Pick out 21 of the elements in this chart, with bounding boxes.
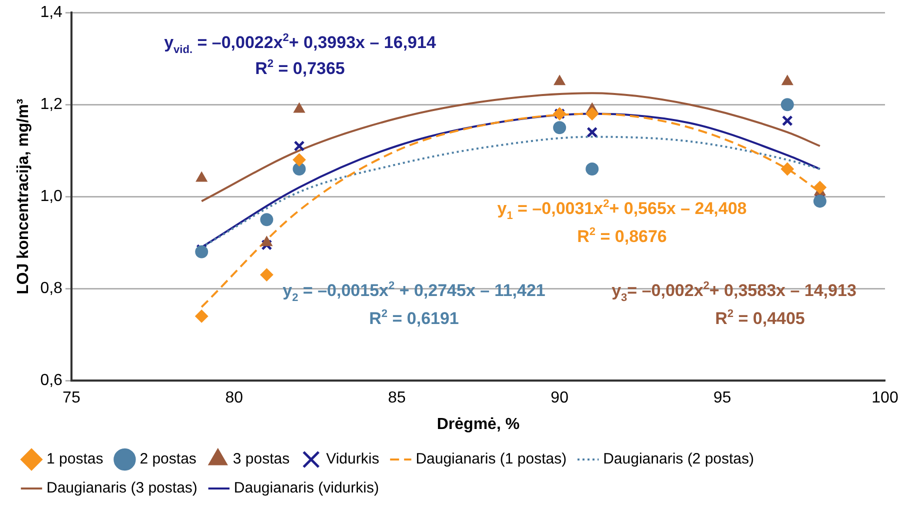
y-tick-label: 1,4 bbox=[40, 4, 63, 22]
y-axis-title: LOJ koncentracija, mg/m³ bbox=[15, 98, 32, 294]
legend-label: Daugianaris (1 postas) bbox=[416, 450, 567, 468]
y-tick-label: 0,8 bbox=[40, 280, 63, 298]
legend-label: 2 postas bbox=[140, 450, 196, 468]
x-axis-title: Drėgmė, % bbox=[436, 416, 520, 433]
legend-label: Daugianaris (2 postas) bbox=[603, 450, 754, 468]
legend-label: Daugianaris (vidurkis) bbox=[234, 480, 379, 497]
y-tick-label: 1,0 bbox=[40, 188, 63, 206]
legend-label: 1 postas bbox=[46, 450, 104, 468]
legend-label: 3 postas bbox=[232, 450, 290, 468]
x-tick-label: 90 bbox=[550, 390, 569, 407]
x-tick-label: 75 bbox=[62, 390, 80, 407]
y-tick-label: 1,2 bbox=[40, 96, 63, 114]
x-tick-label: 80 bbox=[225, 390, 244, 407]
legend-label: Vidurkis bbox=[326, 450, 380, 468]
x-tick-label: 85 bbox=[388, 390, 406, 407]
x-tick-label: 95 bbox=[713, 390, 732, 407]
y-tick-label: 0,6 bbox=[40, 372, 63, 390]
x-tick-label: 100 bbox=[872, 390, 898, 407]
legend-label: Daugianaris (3 postas) bbox=[46, 480, 198, 497]
